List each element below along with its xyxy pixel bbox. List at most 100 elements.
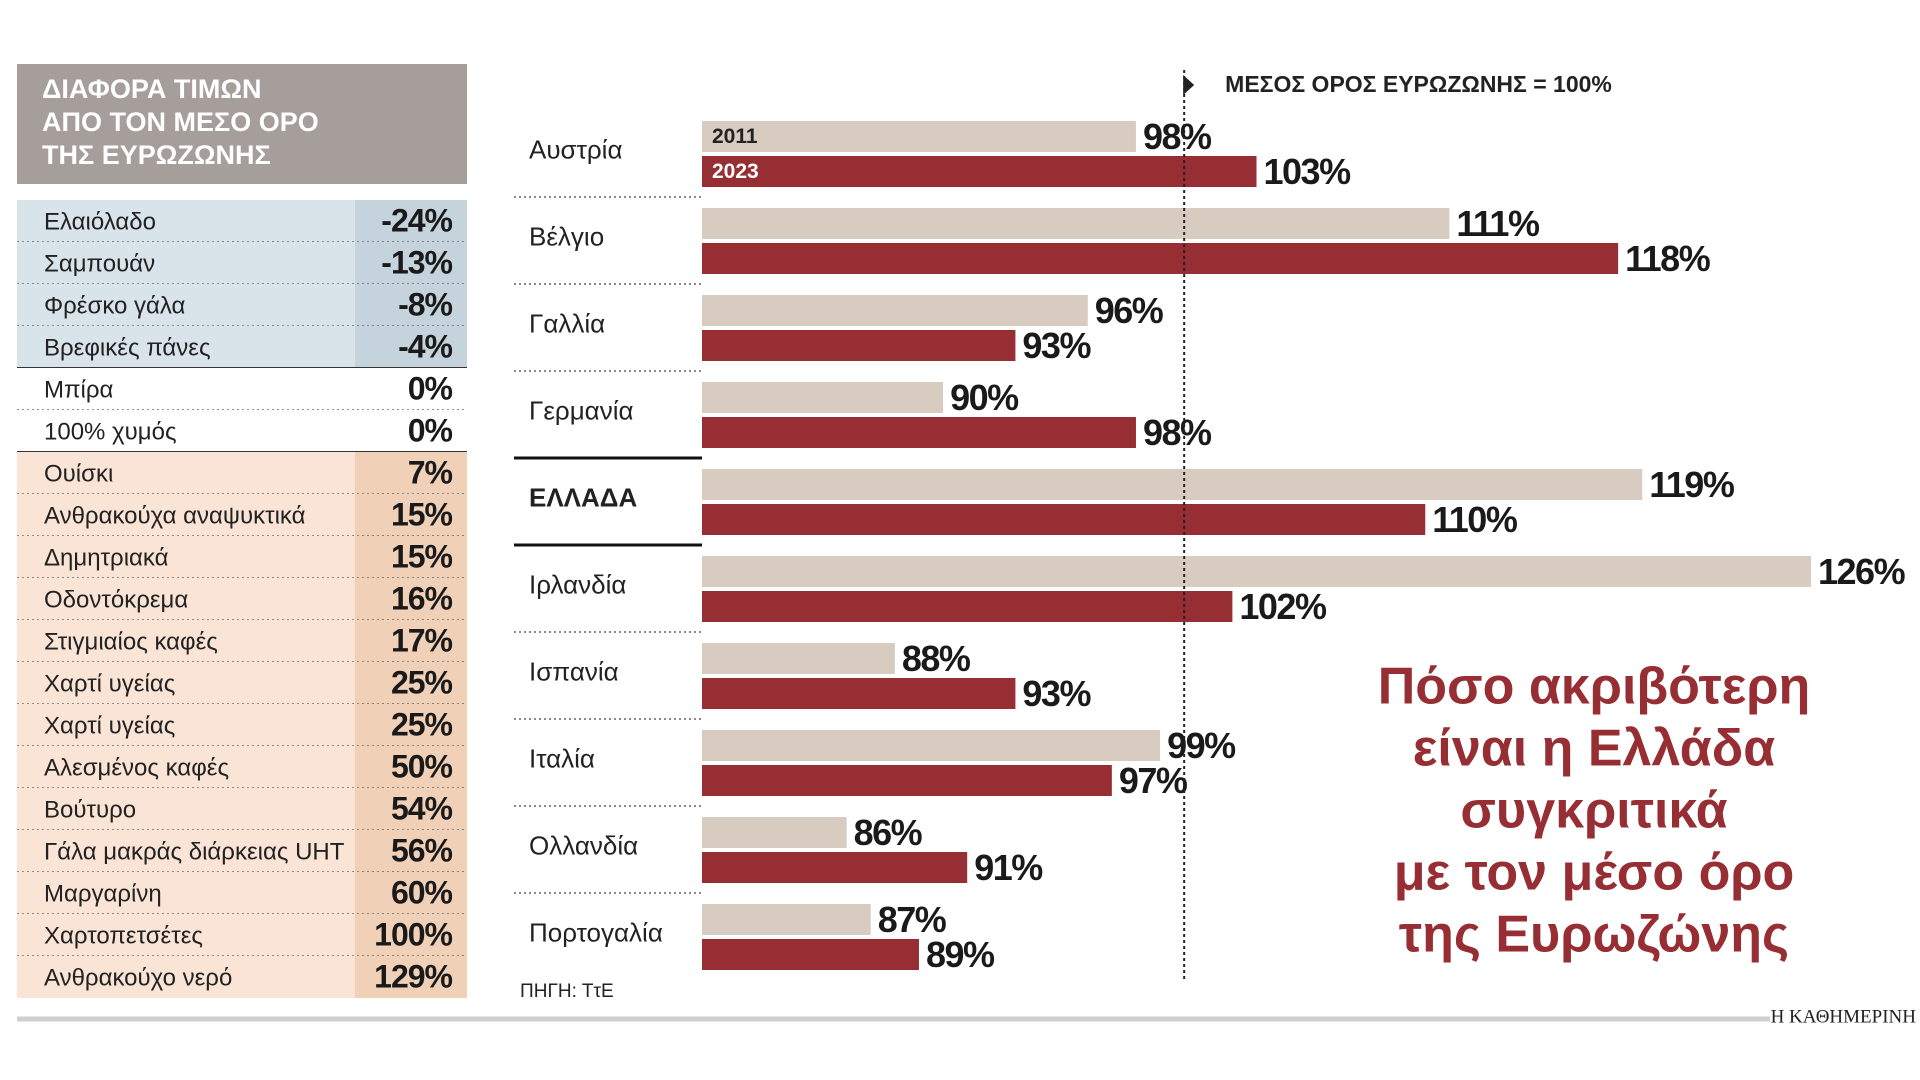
table-value-bg (355, 200, 467, 242)
table-row-value: -8% (398, 286, 452, 322)
bar (702, 939, 919, 970)
reference-label: ΜΕΣΟΣ ΟΡΟΣ ΕΥΡΩΖΩΝΗΣ = 100% (1225, 71, 1612, 97)
table-row-bg (17, 410, 355, 452)
table-row-label: Ουίσκι (44, 460, 113, 487)
category-label: Ισπανία (529, 656, 619, 686)
table-row-label: Μπίρα (44, 376, 114, 403)
value-label: 118% (1625, 238, 1711, 279)
table-value-bg (355, 788, 467, 830)
table-value-bg (355, 662, 467, 704)
table-row-value: 0% (408, 412, 453, 448)
table-value-bg (355, 956, 467, 998)
table-value-bg (355, 536, 467, 578)
value-label: 98% (1143, 412, 1212, 453)
table-row-label: Σαμπουάν (44, 250, 155, 277)
bar (702, 678, 1016, 709)
table-row-bg (17, 746, 355, 788)
value-label: 119% (1649, 464, 1735, 505)
table-row-bg (17, 452, 355, 494)
table-row-label: Μαργαρίνη (44, 880, 162, 907)
chart-title: είναι η Ελλάδα (1413, 720, 1776, 778)
category-label: Γαλλία (529, 308, 605, 338)
table-value-bg (355, 872, 467, 914)
value-label: 93% (1022, 325, 1091, 366)
table-row-label: Χαρτί υγείας (44, 712, 175, 739)
table-header-text: ΔΙΑΦΟΡΑ ΤΙΜΩΝ (42, 74, 261, 104)
bar (702, 295, 1088, 326)
value-label: 90% (950, 377, 1019, 418)
bar (702, 817, 847, 848)
bar (702, 591, 1233, 622)
table-value-bg (355, 452, 467, 494)
value-label: 96% (1095, 290, 1164, 331)
table-value-bg (355, 494, 467, 536)
table-row-label: Οδοντόκρεμα (44, 586, 188, 613)
bar (702, 504, 1426, 535)
table-row-value: 16% (391, 580, 453, 616)
table-value-bg (355, 704, 467, 746)
bar (702, 330, 1016, 361)
legend-label: 2023 (712, 160, 759, 183)
table-row-value: 7% (408, 454, 453, 490)
bar (702, 243, 1619, 274)
value-label: 98% (1143, 116, 1212, 157)
table-row-value: 56% (391, 832, 453, 868)
bar (702, 382, 944, 413)
table-row-label: Ελαιόλαδο (44, 208, 156, 235)
table-row-bg (17, 662, 355, 704)
bar (702, 765, 1112, 796)
table-value-bg (355, 830, 467, 872)
table-row-bg (17, 872, 355, 914)
value-label: 97% (1119, 760, 1188, 801)
table-row-label: Ανθρακούχο νερό (44, 964, 232, 991)
reference-marker (1183, 75, 1195, 95)
table-row-bg (17, 326, 355, 368)
value-label: 110% (1432, 499, 1518, 540)
table-row-value: 15% (391, 496, 453, 532)
bar (702, 730, 1161, 761)
bar (702, 208, 1450, 239)
table-row-bg (17, 704, 355, 746)
table-value-bg (355, 746, 467, 788)
table-row-bg (17, 368, 355, 410)
table-row-value: 60% (391, 874, 453, 910)
table-header-text: ΑΠΟ ΤΟΝ ΜΕΣΟ ΟΡΟ (42, 107, 319, 137)
table-row-label: Βούτυρο (44, 796, 136, 823)
value-label: 88% (902, 638, 971, 679)
table-row-bg (17, 536, 355, 578)
table-row-bg (17, 788, 355, 830)
bar (702, 417, 1136, 448)
category-label: Ιταλία (529, 743, 595, 773)
table-row-value: 129% (374, 958, 452, 994)
credit: Η ΚΑΘΗΜΕΡΙΝΗ (1771, 1006, 1917, 1027)
table-row-label: 100% χυμός (44, 418, 177, 445)
table-value-bg (355, 368, 467, 410)
table-row-value: 17% (391, 622, 453, 658)
table-row-label: Δημητριακά (44, 544, 169, 571)
category-label: Ιρλανδία (529, 569, 626, 599)
chart-title: της Ευρωζώνης (1399, 906, 1789, 964)
category-label: Ολλανδία (529, 830, 638, 860)
chart-title: Πόσο ακριβότερη (1378, 658, 1811, 716)
category-label: Γερμανία (529, 395, 634, 425)
table-row-value: 0% (408, 370, 453, 406)
table-row-value: 25% (391, 664, 453, 700)
value-label: 102% (1239, 586, 1327, 627)
table-row-value: -13% (381, 244, 452, 280)
table-value-bg (355, 914, 467, 956)
value-label: 126% (1818, 551, 1906, 592)
bar (702, 852, 968, 883)
legend-label: 2011 (712, 125, 758, 148)
chart-title: με τον μέσο όρο (1394, 844, 1795, 902)
category-label: ΕΛΛΑΔΑ (529, 482, 637, 512)
table-row-bg (17, 620, 355, 662)
category-label: Αυστρία (529, 134, 622, 164)
table-row-value: 100% (374, 916, 452, 952)
table-value-bg (355, 410, 467, 452)
table-row-label: Γάλα μακράς διάρκειας UHT (44, 838, 345, 865)
table-row-bg (17, 578, 355, 620)
table-row-bg (17, 494, 355, 536)
table-row-value: 25% (391, 706, 453, 742)
bar (702, 469, 1643, 500)
